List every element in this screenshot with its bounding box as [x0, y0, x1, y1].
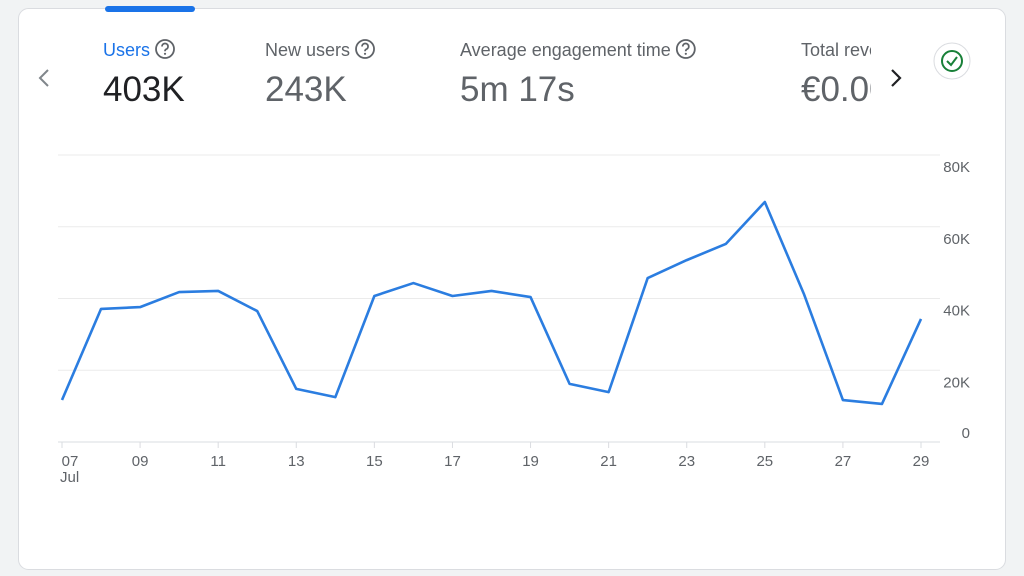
x-tick-label: 07 — [62, 453, 79, 470]
y-tick-label: 40K — [943, 303, 970, 320]
x-tick-label: 27 — [835, 453, 852, 470]
metric-value: €0.00 — [801, 70, 889, 109]
next-arrow[interactable] — [891, 69, 902, 87]
data-line — [60, 200, 923, 406]
metric-label: Users — [103, 40, 150, 60]
help-dot — [163, 52, 167, 55]
help-dot — [363, 52, 367, 55]
chart: 0 20K 40K 60K 80K 07 09 11 13 15 17 19 21 23 25 27 29 Jul — [58, 154, 970, 486]
help-dot — [684, 52, 687, 55]
metric-label: Average engagement time — [460, 40, 671, 60]
metric-label: Total revenue — [801, 40, 909, 60]
help-circle — [355, 39, 375, 59]
help-icon[interactable] — [675, 39, 696, 59]
metric-value: 243K — [265, 70, 347, 109]
metric-value: 5m 17s — [460, 70, 575, 109]
help-icon[interactable] — [355, 39, 375, 59]
y-tick-label: 20K — [943, 374, 970, 391]
x-tick-label: 17 — [444, 453, 461, 470]
x-tick-label: 21 — [600, 453, 617, 470]
y-tick-label: 0 — [962, 425, 970, 442]
x-month-label: Jul — [60, 469, 79, 486]
help-mark — [361, 42, 369, 52]
metric-tab[interactable]: Total revenue €0.00 — [801, 40, 909, 109]
y-tick-label: 60K — [943, 231, 970, 248]
help-circle — [155, 39, 175, 59]
x-tick-label: 29 — [913, 453, 930, 470]
metric-tab[interactable]: Users 403K — [103, 39, 185, 109]
metric-value: 403K — [103, 70, 185, 109]
x-tick-label: 13 — [288, 453, 305, 470]
help-mark — [161, 42, 169, 52]
y-tick-label: 80K — [943, 159, 970, 176]
help-mark — [681, 42, 690, 52]
x-tick-label: 23 — [678, 453, 695, 470]
card — [18, 8, 1006, 570]
x-tick-label: 11 — [210, 453, 226, 470]
metrics: Users 403K New users 243K Average engagement… — [103, 39, 909, 109]
help-circle — [675, 39, 696, 59]
status-check[interactable] — [933, 42, 971, 80]
x-tick-label: 09 — [132, 453, 149, 470]
x-tick-label: 19 — [522, 453, 539, 470]
metric-tab[interactable]: Average engagement time 5m 17s — [460, 39, 696, 109]
metric-label: New users — [265, 40, 350, 60]
prev-arrow[interactable] — [38, 69, 49, 87]
x-tick-label: 15 — [366, 453, 383, 470]
help-icon[interactable] — [155, 39, 175, 59]
active-tab-indicator — [105, 6, 195, 12]
metric-tab[interactable]: New users 243K — [265, 39, 375, 109]
x-tick-label: 25 — [756, 453, 773, 470]
